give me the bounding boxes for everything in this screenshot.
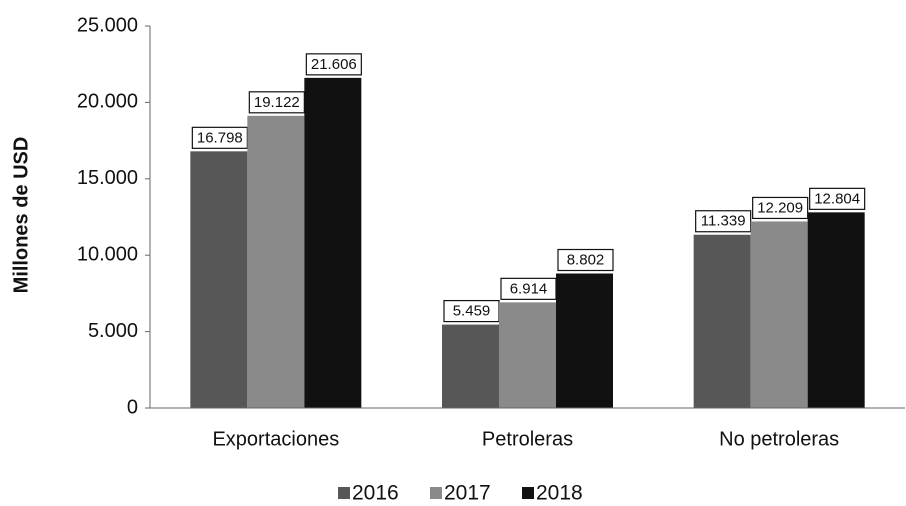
bar bbox=[750, 221, 808, 408]
value-label: 5.459 bbox=[453, 303, 491, 320]
value-label-box bbox=[248, 91, 305, 114]
bar bbox=[499, 302, 556, 408]
value-label-box bbox=[809, 187, 866, 210]
bar bbox=[190, 151, 248, 409]
value-label: 19.122 bbox=[254, 94, 300, 111]
value-label: 21.606 bbox=[311, 56, 357, 73]
value-label: 11.339 bbox=[701, 213, 746, 230]
value-label-box bbox=[695, 210, 752, 233]
y-tick-label: 0 bbox=[127, 396, 138, 418]
value-label-box bbox=[305, 53, 362, 76]
value-label-box bbox=[557, 248, 614, 272]
x-tick-label: Exportaciones bbox=[212, 428, 339, 450]
bar bbox=[693, 234, 751, 408]
value-label-box bbox=[752, 196, 809, 220]
value-label: 12.804 bbox=[814, 190, 860, 207]
x-tick-label: No petroleras bbox=[719, 428, 839, 450]
bar bbox=[807, 212, 865, 408]
y-tick-label: 15.000 bbox=[77, 167, 138, 189]
y-tick-label: 20.000 bbox=[77, 91, 138, 113]
legend-swatch bbox=[430, 487, 442, 499]
bar bbox=[304, 77, 362, 408]
value-label: 6.914 bbox=[510, 280, 548, 297]
y-tick-label: 10.000 bbox=[77, 243, 138, 265]
legend-label: 2017 bbox=[444, 482, 491, 505]
legend-label: 2018 bbox=[536, 482, 583, 505]
legend-swatch bbox=[338, 487, 350, 499]
y-axis-label: Millones de USD bbox=[10, 137, 32, 294]
y-tick-label: 5.000 bbox=[88, 320, 138, 342]
value-label: 16.798 bbox=[197, 129, 243, 146]
bar bbox=[442, 324, 499, 408]
value-label: 8.802 bbox=[567, 251, 605, 268]
bar bbox=[247, 115, 305, 408]
legend-swatch bbox=[522, 487, 534, 499]
value-label: 12.209 bbox=[757, 199, 803, 216]
legend-label: 2016 bbox=[352, 482, 399, 505]
bar bbox=[556, 273, 613, 408]
x-tick-label: Petroleras bbox=[482, 428, 573, 450]
y-tick-label: 25.000 bbox=[77, 14, 138, 36]
